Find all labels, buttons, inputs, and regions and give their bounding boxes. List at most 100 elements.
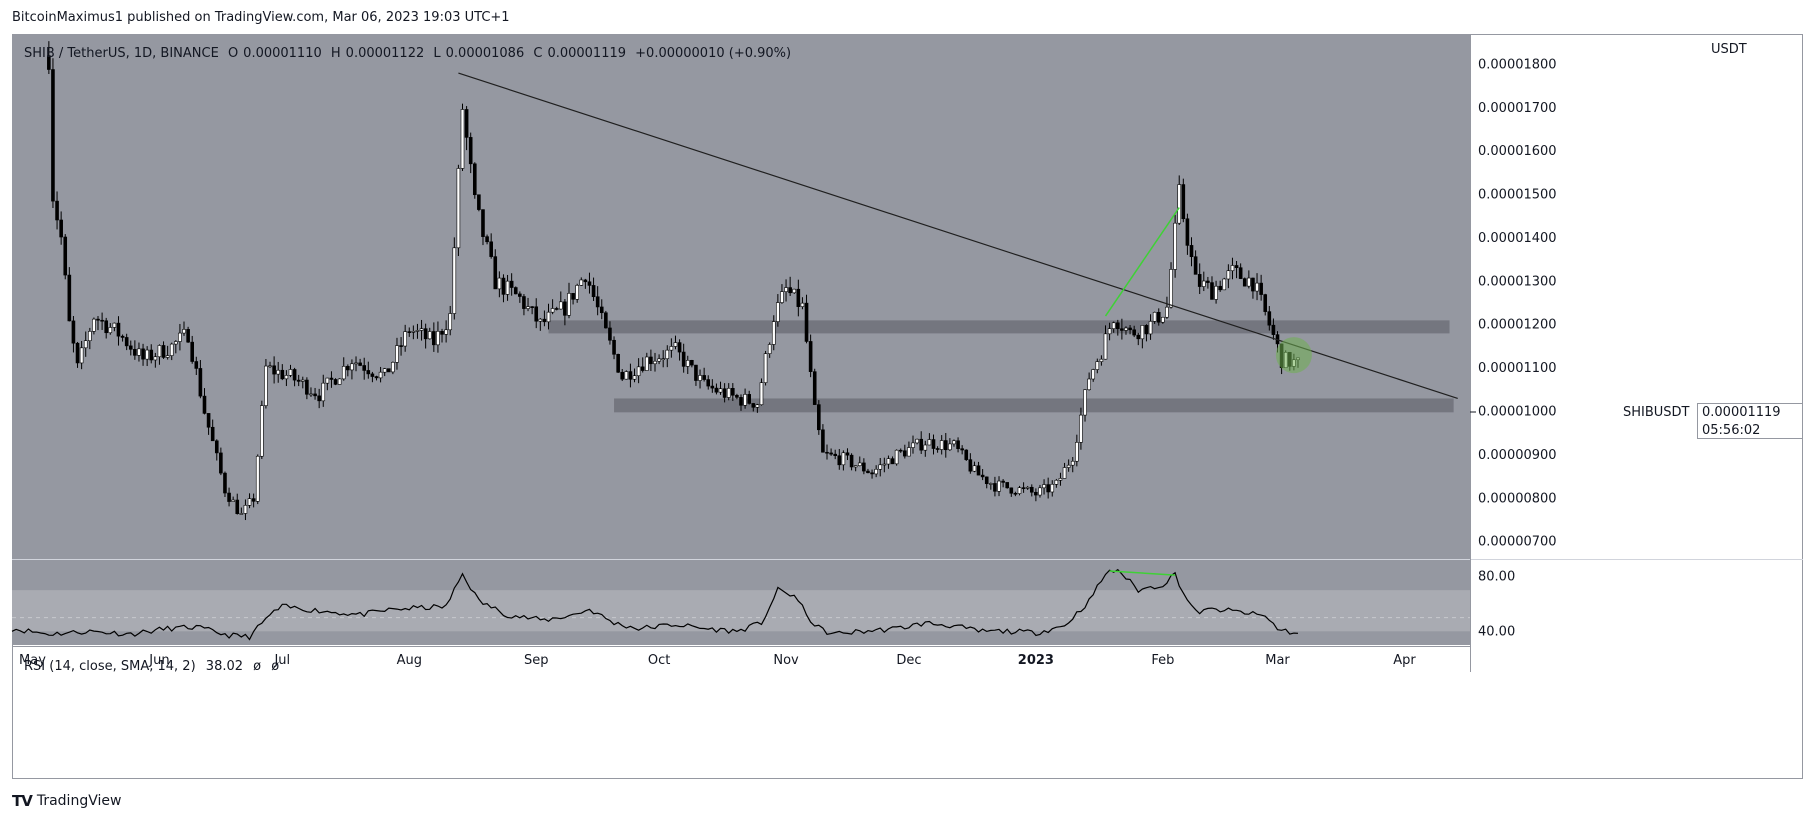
axis-currency-label[interactable]: USDT — [1711, 42, 1747, 57]
candle-body — [128, 345, 133, 350]
price-tick-label: 0.00001400 — [1478, 231, 1557, 246]
candle-body — [759, 382, 764, 406]
candle-body — [104, 320, 108, 334]
candle-body — [796, 288, 801, 307]
candle-body — [558, 301, 563, 310]
candle-body — [853, 465, 858, 468]
candle-body — [1058, 478, 1063, 481]
candle-body — [1136, 334, 1141, 340]
candle-body — [350, 363, 354, 371]
candle-body — [243, 505, 248, 514]
candle-body — [640, 366, 645, 371]
candle-body — [1091, 369, 1096, 380]
candle-body — [690, 360, 694, 366]
candle-body — [698, 375, 702, 381]
price-tick-label: 0.00001800 — [1478, 57, 1557, 72]
candle-body — [649, 356, 653, 365]
price-tick-label: 0.00001500 — [1478, 188, 1557, 203]
legend-symbol[interactable]: SHIB / TetherUS, 1D, BINANCE — [24, 46, 219, 61]
candle-body — [1132, 329, 1136, 336]
candle-body — [337, 378, 342, 385]
candle-body — [505, 280, 510, 295]
price-tick-label: 0.00000800 — [1478, 491, 1557, 506]
tradingview-logo[interactable]: TV TradingView — [12, 792, 121, 810]
candle-body — [968, 459, 973, 472]
candle-body — [1197, 274, 1202, 287]
candle-body — [403, 331, 407, 347]
bar-countdown: 05:56:02 — [1702, 423, 1761, 438]
candle-body — [571, 293, 575, 300]
candle-body — [493, 256, 498, 290]
highlight-circle — [1275, 337, 1312, 374]
candle-body — [927, 439, 932, 446]
candle-body — [178, 332, 182, 342]
candle-body — [673, 342, 678, 347]
candle-body — [665, 349, 670, 359]
candle-body — [894, 449, 899, 465]
candle-body — [1050, 483, 1055, 493]
candle-body — [1152, 311, 1157, 322]
candle-body — [997, 480, 1001, 492]
candle-body — [661, 358, 665, 360]
candle-body — [481, 209, 485, 237]
candle-body — [71, 320, 76, 344]
candle-body — [255, 455, 260, 502]
candle-body — [427, 331, 432, 340]
candle-body — [1128, 327, 1132, 331]
candle-body — [1070, 460, 1075, 466]
candle-body — [579, 279, 584, 286]
candle-body — [989, 483, 993, 485]
candle-body — [149, 349, 154, 361]
candle-body — [333, 379, 338, 385]
rsi-na-2: ø — [271, 659, 280, 674]
price-tick-label: 0.00001000 — [1478, 404, 1557, 419]
rsi-title[interactable]: RSI (14, close, SMA, 14, 2) — [24, 659, 196, 674]
candle-body — [657, 358, 661, 362]
support-resistance-zone — [548, 320, 1450, 334]
candle-body — [604, 312, 608, 329]
candle-body — [239, 513, 244, 515]
candle-body — [931, 439, 936, 449]
candle-body — [1046, 484, 1050, 493]
support-resistance-zone — [614, 398, 1454, 413]
candle-body — [882, 463, 887, 466]
candle-body — [395, 345, 399, 363]
candle-body — [235, 499, 240, 514]
candle-body — [1144, 325, 1149, 335]
candle-body — [157, 345, 162, 358]
candle-body — [702, 375, 706, 380]
candle-body — [194, 361, 199, 369]
candle-body — [825, 451, 829, 454]
candle-body — [1218, 285, 1222, 291]
candle-body — [477, 194, 481, 210]
candle-body — [1111, 322, 1116, 329]
candle-body — [108, 327, 113, 334]
candle-body — [296, 379, 301, 382]
candle-body — [1181, 184, 1186, 220]
candle-body — [407, 331, 412, 333]
candle-body — [452, 247, 457, 314]
candle-body — [1165, 306, 1169, 318]
candle-body — [530, 306, 534, 308]
candle-body — [980, 474, 985, 478]
candle-body — [898, 449, 903, 452]
time-tick-label: Jun — [148, 653, 169, 668]
candle-body — [1087, 378, 1091, 391]
candle-body — [1173, 222, 1177, 270]
candle-body — [153, 356, 158, 361]
price-pane-bg — [12, 34, 1470, 559]
candle-body — [956, 440, 960, 449]
candle-body — [751, 403, 756, 408]
candle-body — [714, 387, 719, 393]
candle-body — [1226, 270, 1231, 280]
candle-body — [841, 452, 846, 466]
candle-body — [935, 448, 940, 450]
candle-body — [1140, 325, 1145, 340]
candle-body — [653, 360, 657, 365]
candle-body — [75, 342, 80, 364]
candle-body — [792, 288, 797, 294]
price-divergence-line — [1104, 207, 1180, 317]
candle-body — [489, 241, 493, 257]
candle-body — [1193, 256, 1198, 275]
